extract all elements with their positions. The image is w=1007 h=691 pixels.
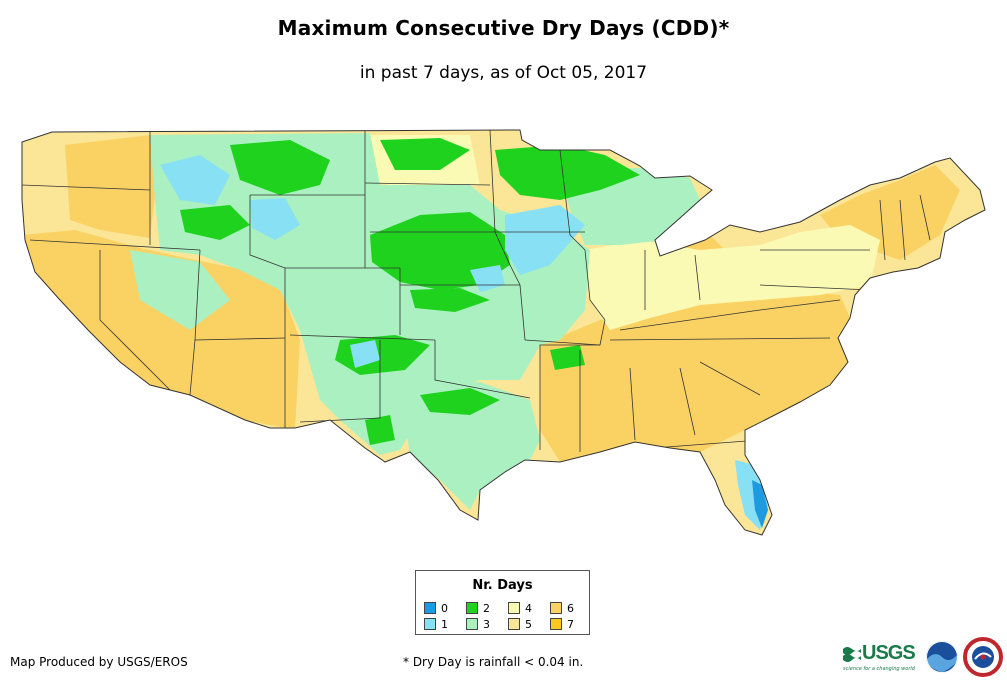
legend-swatch	[466, 618, 478, 630]
legend-item-2: 2	[466, 602, 490, 615]
legend-label: 5	[525, 618, 532, 631]
legend-title: Nr. Days	[416, 578, 589, 593]
legend: Nr. Days 0 1 2 3 4 5 6 7	[415, 570, 590, 635]
legend-item-4: 4	[508, 602, 532, 615]
legend-label: 6	[567, 602, 574, 615]
legend-label: 4	[525, 602, 532, 615]
legend-item-1: 1	[424, 618, 448, 631]
map-title: Maximum Consecutive Dry Days (CDD)*	[0, 16, 1007, 40]
legend-item-6: 6	[550, 602, 574, 615]
legend-swatch	[508, 618, 520, 630]
map-subtitle: in past 7 days, as of Oct 05, 2017	[0, 63, 1007, 83]
region-6-northwest	[65, 135, 155, 238]
legend-item-0: 0	[424, 602, 448, 615]
nws-logo	[963, 637, 1003, 677]
legend-swatch	[466, 602, 478, 614]
legend-swatch	[550, 618, 562, 630]
agency-logos: USGS science for a changing world	[843, 636, 1003, 684]
legend-label: 1	[441, 618, 448, 631]
legend-item-7: 7	[550, 618, 574, 631]
legend-item-5: 5	[508, 618, 532, 631]
usgs-wave-icon	[843, 645, 861, 665]
legend-swatch	[424, 618, 436, 630]
region-2-new-mexico	[365, 415, 395, 445]
legend-label: 2	[483, 602, 490, 615]
legend-label: 7	[567, 618, 574, 631]
legend-swatch	[550, 602, 562, 614]
usgs-wordmark: USGS	[862, 642, 915, 665]
legend-label: 0	[441, 602, 448, 615]
legend-label: 3	[483, 618, 490, 631]
legend-item-3: 3	[466, 618, 490, 631]
us-dry-days-map	[0, 120, 1007, 550]
legend-swatch	[424, 602, 436, 614]
noaa-logo	[925, 640, 959, 674]
credit-text: Map Produced by USGS/EROS	[10, 655, 188, 669]
usgs-tagline: science for a changing world	[843, 666, 915, 672]
legend-swatch	[508, 602, 520, 614]
footnote-text: * Dry Day is rainfall < 0.04 in.	[403, 655, 583, 669]
usgs-logo: USGS science for a changing world	[843, 642, 919, 672]
